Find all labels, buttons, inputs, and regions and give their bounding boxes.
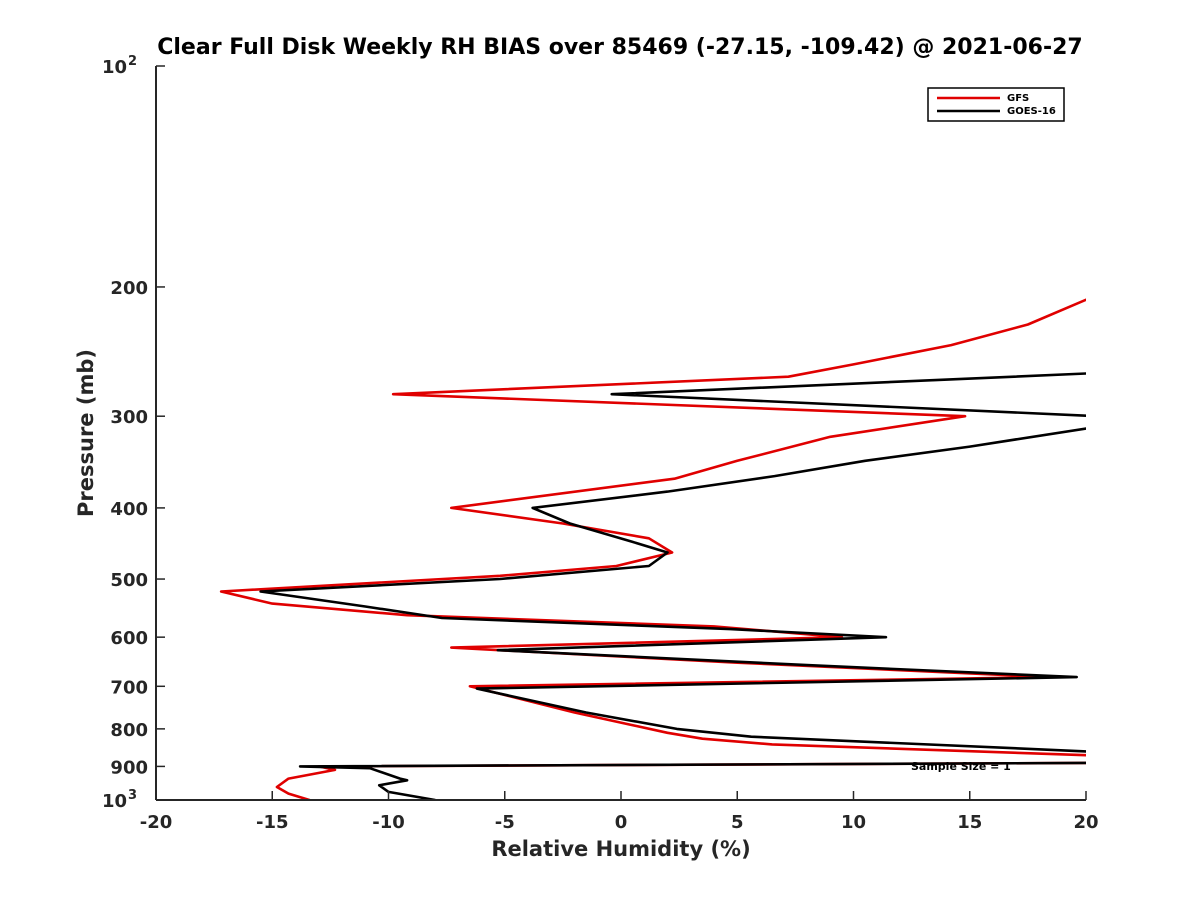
legend-label-gfs: GFS	[1007, 93, 1029, 104]
x-tick-label: -10	[372, 812, 405, 833]
y-tick-label-base: 10	[102, 57, 127, 78]
y-axis-label: Pressure (mb)	[74, 349, 98, 517]
y-tick-label: 900	[110, 757, 148, 778]
series-layer	[219, 298, 1086, 800]
legend: GFS GOES-16	[927, 87, 1065, 122]
y-tick-label: 700	[110, 677, 148, 698]
x-ticks: -20 -15 -10 -5 0 5 10 15 20	[140, 791, 1099, 833]
y-tick-label: 200	[110, 278, 148, 299]
x-tick-label: -15	[256, 812, 289, 833]
x-tick-label: 0	[615, 812, 628, 833]
y-tick-label-base: 10	[102, 791, 127, 812]
chart-title: Clear Full Disk Weekly RH BIAS over 8546…	[157, 35, 1082, 60]
y-tick-label-exponent: 3	[128, 788, 137, 803]
x-tick-label: -5	[495, 812, 515, 833]
x-tick-label: 10	[841, 812, 866, 833]
y-tick-label: 10	[102, 57, 127, 78]
x-tick-label: 20	[1073, 812, 1098, 833]
y-tick-label: 400	[110, 499, 148, 520]
series-line-gfs	[219, 298, 1086, 800]
x-axis-label: Relative Humidity (%)	[491, 837, 750, 861]
series-line-goes-16	[259, 372, 1086, 800]
x-tick-label: 15	[957, 812, 982, 833]
legend-box	[927, 87, 1065, 122]
y-tick-label: 10	[102, 791, 127, 812]
legend-label-goes16: GOES-16	[1007, 106, 1056, 117]
y-tick-label-exponent: 2	[128, 54, 137, 69]
x-tick-label: 5	[731, 812, 744, 833]
y-tick-label: 800	[110, 720, 148, 741]
sample-size-annotation: Sample Size = 1	[911, 760, 1011, 773]
y-tick-label: 300	[110, 407, 148, 428]
x-tick-label: -20	[140, 812, 173, 833]
y-tick-label: 500	[110, 570, 148, 591]
y-tick-label: 600	[110, 628, 148, 649]
